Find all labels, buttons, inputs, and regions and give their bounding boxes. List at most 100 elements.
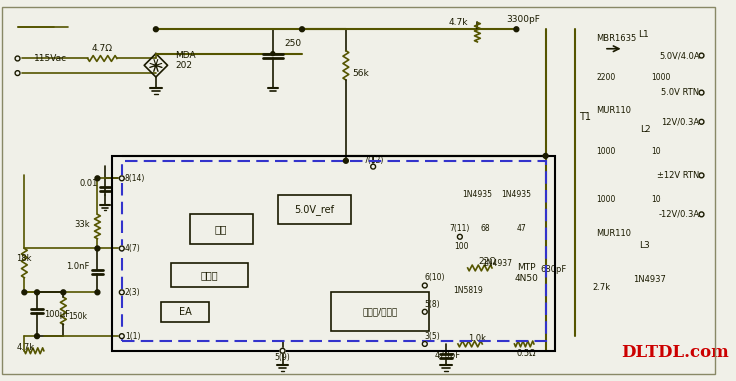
- Text: 1N4935: 1N4935: [501, 190, 531, 199]
- Text: 偏置: 偏置: [215, 224, 227, 234]
- Text: 1000: 1000: [651, 74, 670, 82]
- Text: 1.0k: 1.0k: [468, 334, 486, 343]
- Circle shape: [699, 173, 704, 178]
- Circle shape: [458, 234, 462, 239]
- Text: 115Vac: 115Vac: [34, 54, 67, 63]
- Text: T1: T1: [578, 112, 590, 122]
- Text: 0.5Ω: 0.5Ω: [517, 349, 536, 358]
- Text: 10: 10: [651, 147, 660, 155]
- Text: 5(9): 5(9): [275, 353, 291, 362]
- Circle shape: [699, 119, 704, 124]
- Circle shape: [699, 212, 704, 217]
- Text: 1N5819: 1N5819: [453, 286, 483, 295]
- Text: 4.7k: 4.7k: [17, 343, 35, 352]
- Text: MBR1635: MBR1635: [596, 35, 637, 43]
- Circle shape: [119, 176, 124, 181]
- Text: 2200: 2200: [596, 74, 615, 82]
- Text: 150k: 150k: [68, 312, 87, 321]
- Bar: [277, 195, 351, 224]
- Text: L2: L2: [640, 125, 651, 134]
- Text: EA: EA: [179, 307, 191, 317]
- Circle shape: [15, 56, 20, 61]
- Text: 比较器/锁存器: 比较器/锁存器: [362, 307, 397, 316]
- Text: 1000: 1000: [596, 147, 615, 155]
- Text: 470pF: 470pF: [435, 351, 461, 360]
- Circle shape: [119, 290, 124, 295]
- Text: MUR110: MUR110: [596, 106, 631, 115]
- Text: MTP
4N50: MTP 4N50: [514, 263, 538, 283]
- Text: 250: 250: [285, 39, 302, 48]
- Text: MDA
202: MDA 202: [175, 51, 196, 70]
- Text: 100: 100: [455, 242, 469, 251]
- Circle shape: [95, 246, 100, 251]
- Circle shape: [371, 164, 375, 169]
- Text: 2(3): 2(3): [124, 288, 141, 297]
- Circle shape: [153, 27, 158, 32]
- Text: 4(7): 4(7): [124, 244, 141, 253]
- Text: 1N4937: 1N4937: [633, 275, 666, 284]
- Text: 振荡器: 振荡器: [201, 270, 219, 280]
- Circle shape: [280, 348, 285, 353]
- Circle shape: [95, 290, 100, 295]
- Circle shape: [119, 246, 124, 251]
- Circle shape: [344, 158, 348, 163]
- Text: 6(10): 6(10): [425, 273, 445, 282]
- Text: 4.7k: 4.7k: [448, 18, 467, 27]
- Circle shape: [543, 154, 548, 158]
- Text: 5.0V_ref: 5.0V_ref: [294, 204, 333, 215]
- Bar: [160, 302, 210, 322]
- Text: 1N4935: 1N4935: [462, 190, 492, 199]
- Circle shape: [15, 70, 20, 75]
- Text: 47: 47: [517, 224, 526, 234]
- Text: 56k: 56k: [353, 69, 369, 78]
- Circle shape: [300, 27, 305, 32]
- Text: 0.01: 0.01: [79, 179, 97, 188]
- Text: 10: 10: [651, 195, 660, 204]
- Text: 7(12): 7(12): [363, 156, 383, 165]
- Bar: [190, 215, 253, 243]
- Circle shape: [95, 176, 100, 181]
- Text: 22Ω: 22Ω: [478, 257, 496, 266]
- Text: ±12V RTN: ±12V RTN: [657, 171, 699, 180]
- Text: 5(8): 5(8): [425, 299, 440, 309]
- Circle shape: [22, 290, 26, 295]
- Text: 1.0nF: 1.0nF: [66, 261, 90, 271]
- Circle shape: [271, 52, 275, 56]
- Text: L3: L3: [640, 241, 651, 250]
- Text: 4.7Ω: 4.7Ω: [92, 44, 113, 53]
- Text: 5.0V RTN: 5.0V RTN: [662, 88, 699, 97]
- Text: MUR110: MUR110: [596, 229, 631, 239]
- Bar: [171, 263, 249, 287]
- Circle shape: [699, 90, 704, 95]
- Text: 8(14): 8(14): [124, 174, 145, 183]
- Text: 2.7k: 2.7k: [592, 283, 610, 292]
- Bar: [121, 161, 545, 341]
- Text: 18k: 18k: [17, 254, 32, 263]
- Text: -12V/0.3A: -12V/0.3A: [659, 210, 699, 219]
- Text: 3300pF: 3300pF: [506, 15, 540, 24]
- Text: 12V/0.3A: 12V/0.3A: [662, 117, 699, 126]
- Text: DLTDL.com: DLTDL.com: [621, 344, 729, 361]
- Circle shape: [35, 290, 40, 295]
- Text: 1N4937: 1N4937: [482, 259, 512, 267]
- Text: 68: 68: [481, 224, 490, 234]
- Text: 100μF: 100μF: [44, 310, 70, 319]
- Circle shape: [35, 334, 40, 339]
- Circle shape: [514, 27, 519, 32]
- Bar: [112, 156, 556, 351]
- Circle shape: [61, 290, 66, 295]
- Bar: [331, 292, 428, 331]
- Circle shape: [699, 53, 704, 58]
- Circle shape: [119, 334, 124, 339]
- Text: 7(11): 7(11): [450, 224, 470, 234]
- Text: 5.0V/4.0A: 5.0V/4.0A: [659, 51, 699, 60]
- Text: 1000: 1000: [596, 195, 615, 204]
- Text: L1: L1: [637, 30, 648, 38]
- Circle shape: [422, 341, 427, 346]
- Circle shape: [422, 283, 427, 288]
- Text: 33k: 33k: [74, 219, 90, 229]
- Text: 1(1): 1(1): [124, 331, 141, 341]
- Circle shape: [422, 309, 427, 314]
- Text: 3(5): 3(5): [425, 331, 441, 341]
- Text: 680pF: 680pF: [541, 266, 567, 274]
